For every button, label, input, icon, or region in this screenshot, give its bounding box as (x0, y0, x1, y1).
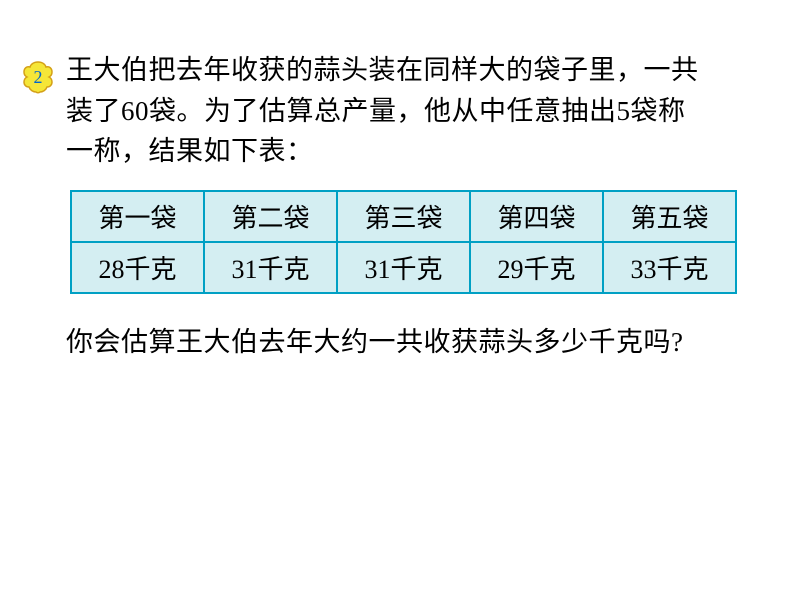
problem-line-2: 装了60袋。为了估算总产量，他从中任意抽出5袋称 (66, 96, 686, 126)
table-header-cell: 第一袋 (71, 191, 204, 242)
weight-table: 第一袋 第二袋 第三袋 第四袋 第五袋 28千克 31千克 31千克 29千克 … (70, 190, 737, 294)
table-value-row: 28千克 31千克 31千克 29千克 33千克 (71, 242, 736, 293)
table-value-cell: 33千克 (603, 242, 736, 293)
question-number-badge: 2 (22, 60, 54, 96)
table-header-cell: 第三袋 (337, 191, 470, 242)
table-value-cell: 31千克 (204, 242, 337, 293)
problem-content: 王大伯把去年收获的蒜头装在同样大的袋子里，一共 装了60袋。为了估算总产量，他从… (66, 50, 754, 362)
table-header-cell: 第二袋 (204, 191, 337, 242)
badge-icon: 2 (22, 60, 54, 96)
problem-line-3: 一称，结果如下表： (66, 136, 314, 166)
table-header-cell: 第四袋 (470, 191, 603, 242)
table-value-cell: 31千克 (337, 242, 470, 293)
table-header-cell: 第五袋 (603, 191, 736, 242)
question-prompt: 你会估算王大伯去年大约一共收获蒜头多少千克吗? (66, 322, 754, 363)
problem-statement: 王大伯把去年收获的蒜头装在同样大的袋子里，一共 装了60袋。为了估算总产量，他从… (66, 50, 754, 172)
question-text-content: 你会估算王大伯去年大约一共收获蒜头多少千克吗? (66, 327, 683, 357)
problem-line-1: 王大伯把去年收获的蒜头装在同样大的袋子里，一共 (66, 55, 699, 85)
table-value-cell: 29千克 (470, 242, 603, 293)
table-header-row: 第一袋 第二袋 第三袋 第四袋 第五袋 (71, 191, 736, 242)
table-value-cell: 28千克 (71, 242, 204, 293)
badge-number-text: 2 (34, 67, 43, 87)
